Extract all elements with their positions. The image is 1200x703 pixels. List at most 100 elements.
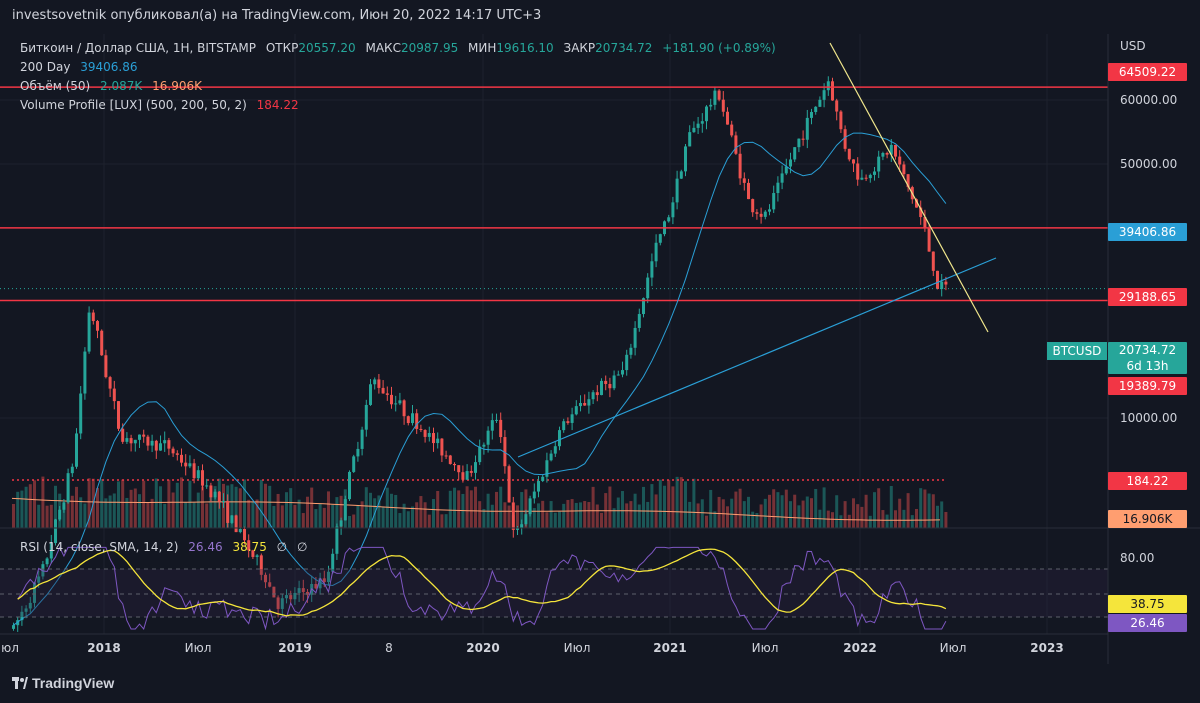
volume-bar — [910, 515, 914, 528]
candle-body — [272, 586, 276, 598]
candle-body — [650, 261, 654, 278]
candle-body — [889, 144, 893, 155]
volume-bar — [293, 504, 297, 528]
x-label-8: 8 — [385, 641, 393, 655]
volume-bar — [839, 515, 843, 528]
volume-bar — [49, 504, 53, 528]
volume-bar — [831, 512, 834, 528]
candle-body — [726, 111, 729, 125]
main-legend: Биткоин / Доллар США, 1H, BITSTAMP ОТКР2… — [20, 41, 776, 55]
candle-body — [654, 242, 658, 262]
vp-legend[interactable]: Volume Profile [LUX] (500, 200, 50, 2) 1… — [20, 98, 299, 112]
candle-body — [877, 156, 881, 172]
publisher-line: investsovetnik опубликовал(а) на Trading… — [12, 8, 542, 23]
chart-canvas[interactable] — [0, 34, 1200, 664]
candle-body — [364, 404, 368, 430]
volume-legend[interactable]: Объём (50) 2.087K 16.906K — [20, 79, 202, 93]
volume-bar — [495, 491, 498, 528]
price-tag-level-29188: 29188.65 — [1108, 288, 1187, 306]
volume-bar — [306, 496, 309, 528]
candle-body — [163, 440, 167, 444]
candle-body — [331, 553, 335, 572]
volume-bar — [150, 498, 154, 528]
volume-bar — [331, 504, 335, 528]
volume-bar — [360, 501, 364, 528]
volume-bar — [171, 492, 175, 528]
candle-body — [864, 177, 868, 179]
volume-bar — [784, 489, 788, 528]
volume-bar — [54, 485, 57, 528]
volume-value: 2.087K — [100, 79, 143, 93]
candle-body — [369, 384, 372, 405]
price-tag-level-19389: 19389.79 — [1108, 377, 1187, 395]
volume-bar — [205, 503, 209, 528]
candle-body — [923, 217, 927, 229]
volume-bar — [444, 514, 448, 528]
volume-bar — [390, 493, 393, 528]
candle-body — [713, 90, 717, 105]
candle-body — [377, 379, 381, 388]
volume-bar — [16, 491, 20, 528]
legend-open-label: ОТКР — [265, 41, 299, 55]
x-label-2019: 2019 — [278, 641, 312, 655]
volume-bar — [591, 486, 595, 528]
tradingview-logo[interactable]: TradingView — [12, 675, 114, 691]
candle-body — [675, 178, 679, 203]
volume-bar — [532, 508, 536, 528]
overlays — [0, 42, 1108, 626]
volume-bar — [923, 489, 927, 528]
candle-body — [847, 148, 851, 160]
volume-bar — [726, 506, 729, 528]
candle-body — [772, 193, 776, 210]
volume-bar — [885, 514, 889, 528]
legend-low-label: МИН — [468, 41, 497, 55]
candle-body — [940, 281, 944, 289]
candle-body — [604, 380, 608, 384]
volume-bar — [402, 503, 406, 528]
volume-bar — [612, 508, 616, 528]
x-label-jul-2020: Июл — [563, 641, 591, 655]
candle-body — [642, 298, 645, 315]
candle-body — [171, 448, 175, 454]
volume-bar — [465, 486, 469, 528]
volume-bar — [906, 493, 910, 528]
candle-body — [243, 528, 246, 541]
rsi-legend[interactable]: RSI (14, close, SMA, 14, 2) 26.46 38.75 … — [20, 540, 307, 554]
ma-legend[interactable]: 200 Day 39406.86 — [20, 60, 138, 74]
candle-body — [511, 502, 515, 530]
vp-label: Volume Profile [LUX] (500, 200, 50, 2) — [20, 98, 247, 112]
rsi-label: RSI (14, close, SMA, 14, 2) — [20, 540, 179, 554]
volume-bar — [856, 504, 860, 528]
candle-body — [385, 393, 389, 395]
candle-body — [301, 588, 305, 592]
volume-bar — [432, 499, 435, 528]
volume-bar — [793, 494, 797, 528]
candle-body — [125, 438, 129, 442]
volume-bar — [650, 484, 654, 528]
symbol-tag[interactable]: BTCUSD — [1047, 342, 1107, 360]
volume-bar — [621, 491, 624, 528]
volume-bar — [406, 511, 410, 528]
volume-bar — [663, 485, 666, 528]
price-tag-vp: 184.22 — [1108, 472, 1187, 490]
footer-bar — [0, 664, 1200, 703]
volume-bar — [469, 490, 473, 528]
volume-bar — [734, 491, 738, 528]
candle-body — [927, 228, 931, 252]
legend-change: +181.90 (+0.89%) — [662, 41, 776, 55]
candle-body — [41, 564, 45, 577]
candle-body — [579, 403, 582, 407]
volume-bar — [37, 504, 41, 528]
volume-bar — [637, 504, 641, 528]
candle-body — [532, 491, 536, 499]
volume-bar — [427, 514, 431, 528]
volume-bar — [944, 511, 948, 528]
candle-body — [902, 164, 906, 175]
volume-bar — [188, 480, 192, 528]
candle-body — [616, 374, 620, 376]
volume-bar — [415, 502, 419, 528]
volume-ma-line — [11, 497, 941, 521]
candle-body — [457, 465, 461, 473]
volume-bar — [159, 486, 162, 528]
volume-bar — [537, 503, 540, 528]
